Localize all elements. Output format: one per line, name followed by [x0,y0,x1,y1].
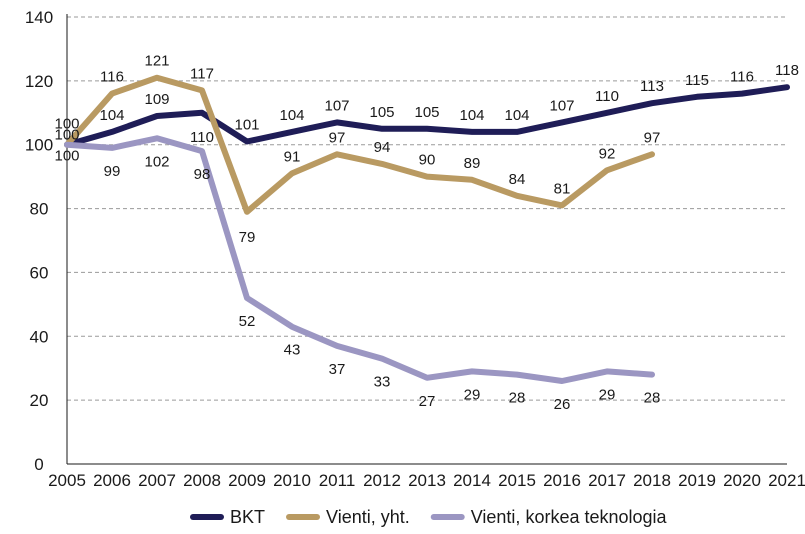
series-line-0 [64,84,790,148]
data-label-s0-2018: 113 [640,78,664,95]
data-label-s1-2010: 91 [284,148,301,165]
data-label-s2-2011: 37 [329,361,346,378]
data-label-s2-2015: 28 [509,390,526,407]
data-label-s0-2017: 110 [595,88,619,105]
data-label-s1-2006: 116 [100,69,124,86]
y-tick-label-140: 140 [25,8,53,27]
y-tick-label-120: 120 [25,72,53,91]
y-tick-label-0: 0 [34,455,43,474]
data-label-s2-2010: 43 [284,342,301,359]
data-labels: 100 104 109 110 101 104 107 105 105 104 104 107 110 1… [54,53,798,413]
data-label-s2-2016: 26 [554,396,571,413]
x-tick-label-2007: 2007 [138,471,176,490]
legend-label-0: BKT [230,507,265,527]
x-tick-label-2005: 2005 [48,471,86,490]
data-label-s2-2007: 102 [144,153,169,170]
data-label-s0-2012: 105 [369,104,394,121]
x-tick-label-2006: 2006 [93,471,131,490]
data-label-s2-2009: 52 [239,313,256,330]
x-tick-label-2020: 2020 [723,471,761,490]
data-label-s1-2009: 79 [239,229,256,246]
data-label-s0-2010: 104 [279,107,304,124]
x-tick-label-2008: 2008 [183,471,221,490]
data-label-s2-2014: 29 [464,386,481,403]
data-label-s0-2015: 104 [504,107,529,124]
data-label-s0-2021: 118 [775,62,799,79]
data-label-s0-2008: 110 [190,129,214,146]
data-label-s1-2018: 97 [644,129,661,146]
x-tick-label-2012: 2012 [363,471,401,490]
x-tick-label-2015: 2015 [498,471,536,490]
y-tick-label-40: 40 [30,327,49,346]
data-label-s1-2012: 94 [374,139,391,156]
y-tick-label-100: 100 [25,136,53,155]
data-label-s2-2012: 33 [374,374,391,391]
data-label-s2-2008: 98 [194,166,211,183]
data-label-s1-2013: 90 [419,152,436,169]
data-label-s0-2006: 104 [99,107,124,124]
data-label-s0-2009: 101 [234,117,259,134]
axes: 0 20 40 60 80 100 120 140 2005 2006 2007 2008 2009 20… [25,8,805,490]
data-label-s2-2013: 27 [419,393,436,410]
x-tick-label-2009: 2009 [228,471,266,490]
series-lines [64,74,790,384]
data-label-s0-2019: 115 [685,72,709,89]
x-tick-label-2011: 2011 [319,471,356,490]
x-tick-label-2021: 2021 [768,471,805,490]
legend-label-1: Vienti, yht. [326,507,410,527]
series-line-2 [64,135,655,384]
data-label-s1-2017: 92 [599,145,616,162]
x-tick-label-2010: 2010 [273,471,311,490]
x-tick-label-2014: 2014 [453,471,491,490]
x-tick-label-2017: 2017 [588,471,626,490]
y-tick-label-60: 60 [30,263,49,282]
data-label-s0-2011: 107 [324,97,349,114]
data-label-s0-2005: 100 [54,127,79,144]
gridlines [67,16,787,401]
data-label-s1-2016: 81 [554,180,571,197]
data-label-s0-2020: 116 [730,69,754,86]
data-label-s1-2014: 89 [464,155,481,172]
data-label-s1-2008: 117 [190,65,214,82]
data-label-s1-2011: 97 [329,129,346,146]
data-label-s0-2007: 109 [144,91,169,108]
legend: BKT Vienti, yht. Vienti, korkea teknologia [190,507,668,527]
data-label-s2-2005: 100 [54,148,79,165]
data-label-s0-2014: 104 [459,107,484,124]
legend-label-2: Vienti, korkea teknologia [471,507,668,527]
x-tick-label-2019: 2019 [678,471,716,490]
data-label-s2-2006: 99 [104,163,121,180]
data-label-s2-2017: 29 [599,386,616,403]
data-label-s1-2015: 84 [509,171,526,188]
data-label-s0-2016: 107 [549,97,574,114]
data-label-s1-2005: 100 [54,116,79,133]
x-tick-label-2018: 2018 [633,471,671,490]
series-line-1 [64,74,655,215]
data-label-s2-2018: 28 [644,390,661,407]
x-tick-label-2013: 2013 [408,471,446,490]
data-label-s1-2007: 121 [144,53,169,70]
y-tick-label-80: 80 [30,200,49,219]
y-tick-label-20: 20 [30,391,49,410]
data-label-s0-2013: 105 [414,104,439,121]
x-tick-label-2016: 2016 [543,471,581,490]
